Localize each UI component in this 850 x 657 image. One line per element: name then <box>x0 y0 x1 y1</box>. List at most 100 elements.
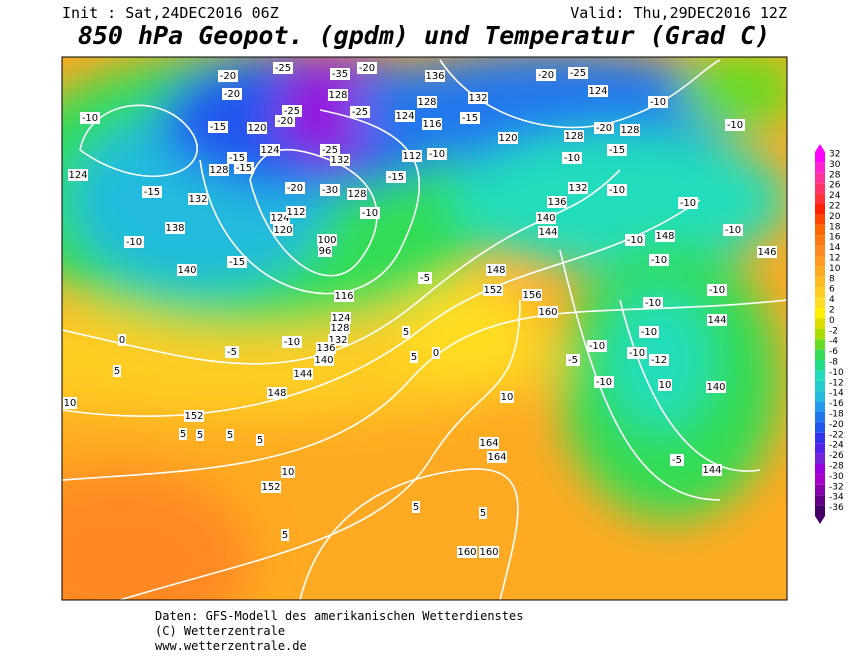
contour-label: -5 <box>672 455 682 466</box>
label-box <box>330 154 350 166</box>
label-box <box>568 67 588 79</box>
label-box <box>483 284 503 296</box>
label-box <box>536 69 556 81</box>
contour-label: 5 <box>411 352 417 363</box>
contour-label: 128 <box>417 97 436 108</box>
colorbar-label: -36 <box>829 503 844 513</box>
label-box <box>275 115 295 127</box>
colorbar-label: -12 <box>829 378 844 388</box>
colorbar-swatch <box>815 235 825 246</box>
label-box <box>588 85 608 97</box>
contour-label: 128 <box>347 189 366 200</box>
label-box <box>260 144 280 156</box>
label-box <box>226 429 234 441</box>
label-box <box>80 112 100 124</box>
label-box <box>402 150 422 162</box>
label-box <box>538 306 558 318</box>
label-box <box>314 354 334 366</box>
label-box <box>649 254 669 266</box>
label-box <box>566 354 580 366</box>
label-box <box>184 410 204 422</box>
colorbar-label: -16 <box>829 399 844 409</box>
contour-label: 5 <box>257 435 263 446</box>
contour-label: -10 <box>629 348 645 359</box>
label-box <box>113 365 121 377</box>
label-box <box>568 182 588 194</box>
colorbar-label: -32 <box>829 482 844 492</box>
colorbar-swatch <box>815 266 825 277</box>
label-box <box>328 89 348 101</box>
colorbar-swatch <box>815 453 825 464</box>
colorbar-label: 0 <box>829 316 835 326</box>
label-box <box>285 182 305 194</box>
label-box <box>418 272 432 284</box>
contour-label: -20 <box>220 71 236 82</box>
contour-label: -20 <box>538 70 554 81</box>
contour-label: 144 <box>702 465 721 476</box>
contour-label: 120 <box>247 123 266 134</box>
colorbar-label: 10 <box>829 264 841 274</box>
label-box <box>757 246 777 258</box>
label-box <box>68 169 88 181</box>
label-box <box>208 121 228 133</box>
colorbar-label: 8 <box>829 274 835 284</box>
colorbar-swatch <box>815 380 825 392</box>
contour-label: -10 <box>627 235 643 246</box>
contour-label: -20 <box>277 116 293 127</box>
contour-label: 5 <box>227 430 233 441</box>
contour-label: 160 <box>479 547 498 558</box>
label-box <box>320 144 340 156</box>
label-box <box>225 346 239 358</box>
contour-label: 140 <box>314 355 333 366</box>
label-box <box>706 381 726 393</box>
contour-label: 152 <box>483 285 502 296</box>
label-box <box>330 322 350 334</box>
label-box <box>63 397 77 409</box>
contour-label: -15 <box>229 257 245 268</box>
contour-label: 160 <box>538 307 557 318</box>
map <box>62 57 787 600</box>
contour-label: -15 <box>462 113 478 124</box>
colorbar-label: 6 <box>829 285 835 295</box>
label-box <box>318 245 332 257</box>
colorbar-swatch <box>815 412 825 423</box>
contour-label: 5 <box>403 327 409 338</box>
map-frame <box>61 56 788 601</box>
colorbar-label: 22 <box>829 202 840 212</box>
contour-label: 132 <box>568 183 587 194</box>
contour-label: 144 <box>707 315 726 326</box>
colorbar-swatch <box>815 495 825 506</box>
label-box <box>620 124 640 136</box>
label-box <box>594 122 614 134</box>
colorbar-swatch <box>815 172 825 184</box>
label-box <box>655 230 675 242</box>
label-box <box>538 226 558 238</box>
contour-label: -25 <box>275 63 291 74</box>
colorbar-swatch <box>815 505 825 516</box>
contour-label: 100 <box>317 235 336 246</box>
colorbar-label: -22 <box>829 430 844 440</box>
label-box <box>256 434 264 446</box>
contour-label: 140 <box>706 382 725 393</box>
colorbar-label: -18 <box>829 410 844 420</box>
contour-label: 144 <box>538 227 557 238</box>
colorbar-swatch <box>815 401 825 412</box>
label-box <box>468 92 488 104</box>
contour-label: 120 <box>498 133 517 144</box>
contour-label: 124 <box>588 86 607 97</box>
contour-label: 128 <box>620 125 639 136</box>
colorbar-label: 30 <box>829 160 841 170</box>
label-box <box>522 289 542 301</box>
contour-label: 144 <box>293 369 312 380</box>
colorbar-label: 16 <box>829 233 841 243</box>
contour-label: -10 <box>727 120 743 131</box>
label-box <box>227 152 247 164</box>
label-box <box>273 224 293 236</box>
contour-label: 146 <box>757 247 776 258</box>
label-box <box>500 391 514 403</box>
label-box <box>177 264 197 276</box>
colorbar-swatch <box>815 256 825 267</box>
label-box <box>422 118 442 130</box>
contour-label: 124 <box>395 111 414 122</box>
colorbar-label: 24 <box>829 191 841 201</box>
